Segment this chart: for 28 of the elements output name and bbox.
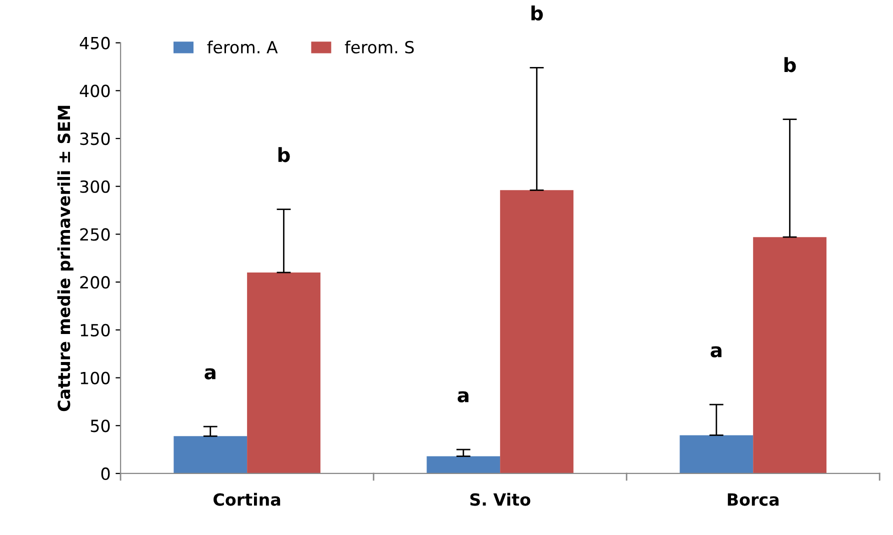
bar xyxy=(174,436,248,474)
legend-label: ferom. S xyxy=(344,40,414,54)
annotation: b xyxy=(784,57,796,72)
y-tick-label: 300 xyxy=(80,180,110,193)
y-axis-title: Catture medie primaverili ± SEM xyxy=(57,106,74,412)
x-tick-label: S. Vito xyxy=(470,492,530,506)
y-tick-label: 250 xyxy=(80,228,110,241)
y-tick-label: 350 xyxy=(80,132,110,146)
y-tick-label: 450 xyxy=(80,36,110,50)
y-tick-label: 150 xyxy=(80,324,110,336)
y-tick-label: 200 xyxy=(80,276,110,289)
annotation: a xyxy=(458,391,468,402)
y-tick-label: 50 xyxy=(90,420,110,432)
text: b xyxy=(531,5,543,21)
bar xyxy=(500,190,574,474)
bar xyxy=(680,435,754,474)
bar xyxy=(247,272,320,474)
x-tick-label: Borca xyxy=(728,493,779,506)
y-tick-label: 400 xyxy=(80,84,110,98)
bar xyxy=(426,456,500,474)
bar xyxy=(753,237,826,474)
y-tick-label: 100 xyxy=(80,372,110,384)
x-tick-label: Cortina xyxy=(214,492,280,506)
annotation: a xyxy=(710,346,722,358)
y-tick-label: 0 xyxy=(101,467,110,480)
annotation: b xyxy=(278,147,290,162)
legend-label: ferom. A xyxy=(207,40,278,54)
annotation: a xyxy=(204,368,216,380)
